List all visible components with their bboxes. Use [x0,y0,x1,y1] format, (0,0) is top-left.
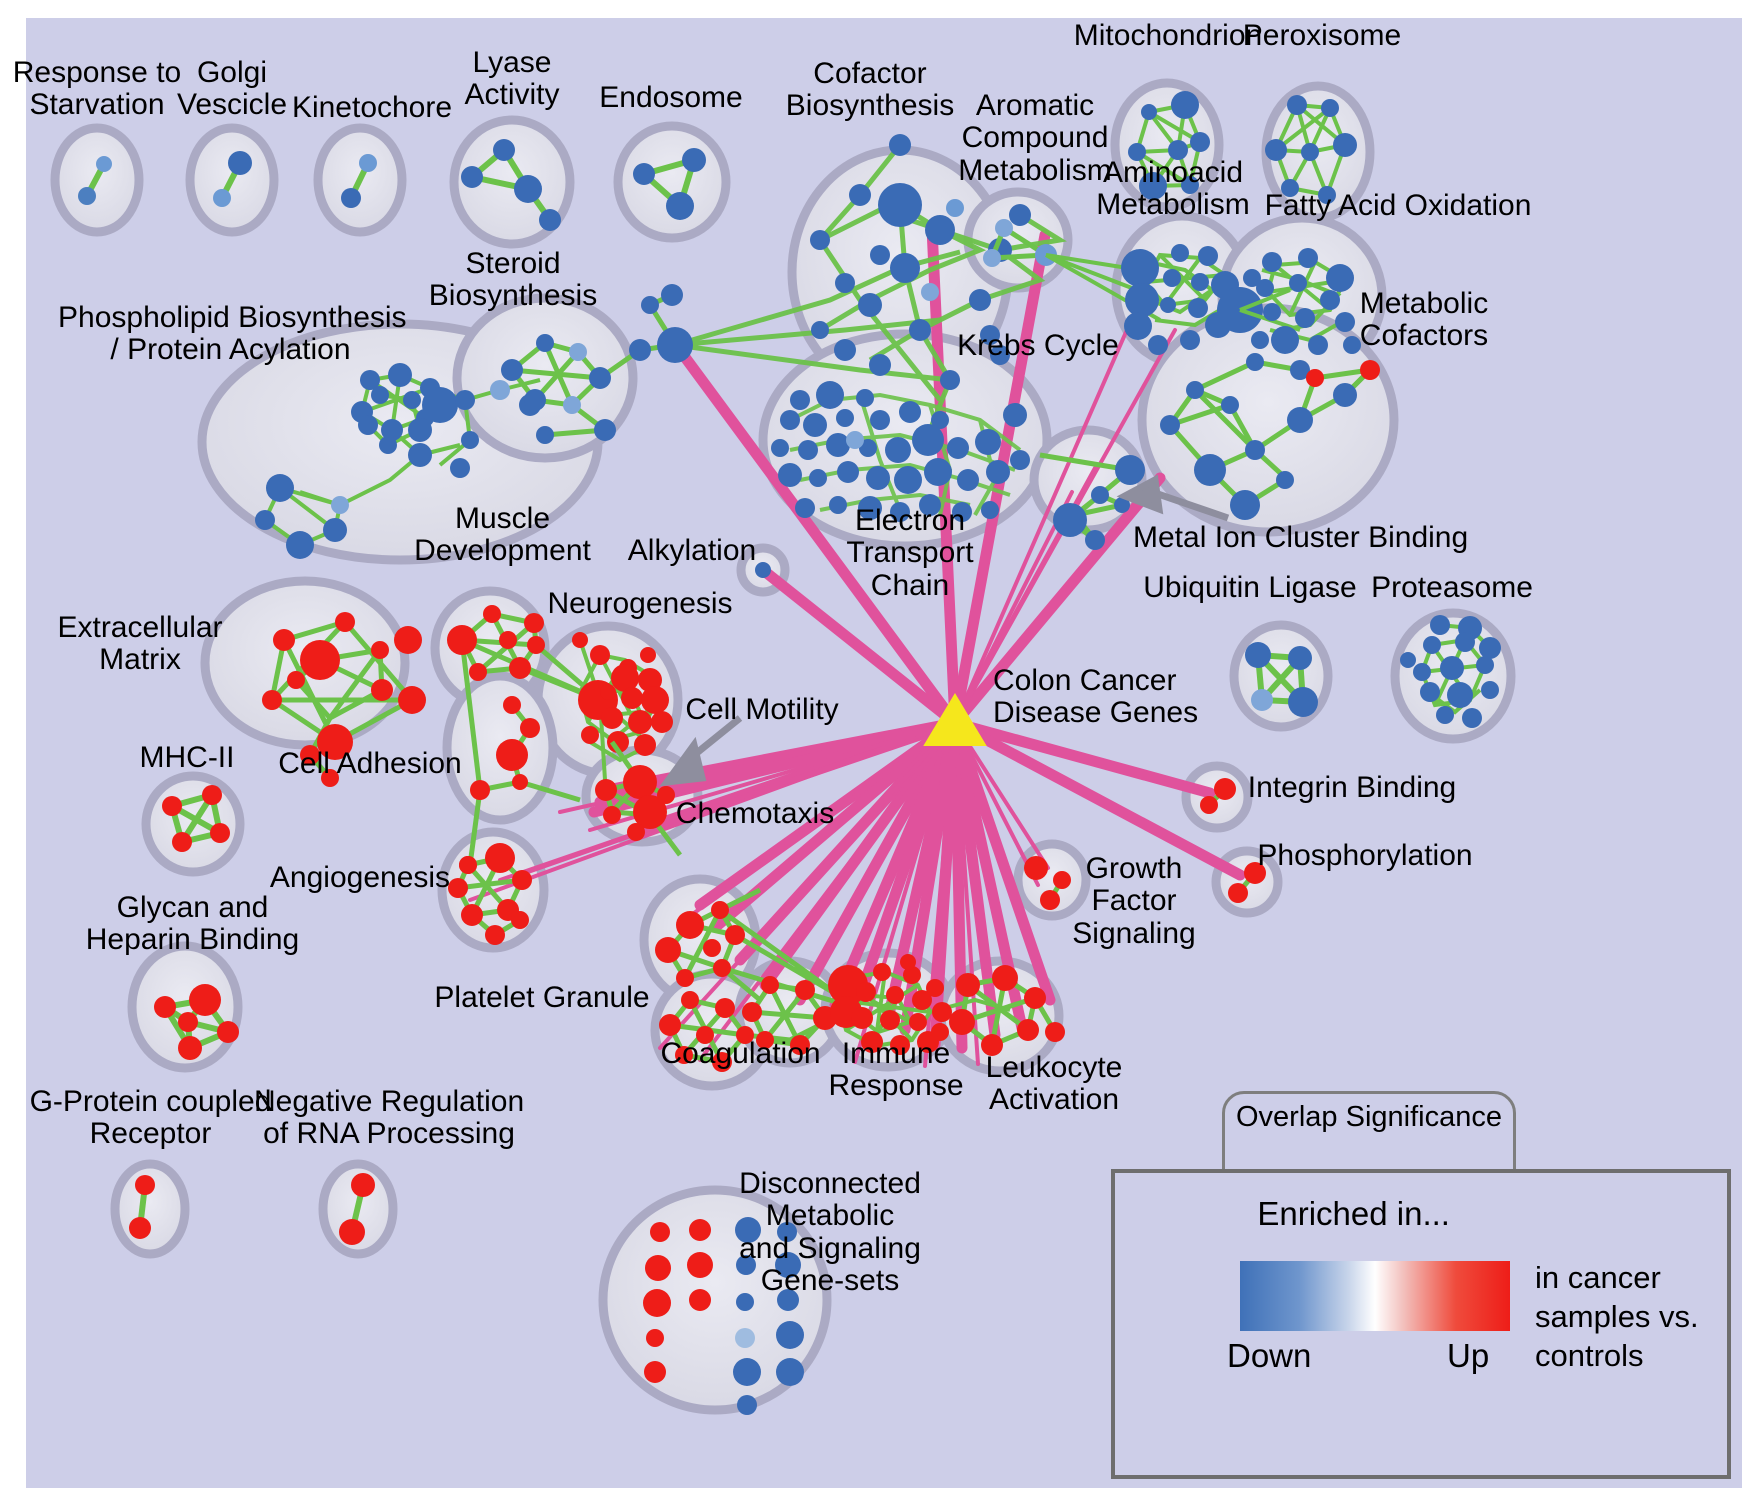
metal-ion-arrow [1116,474,1230,522]
legend-color-ramp [1240,1261,1510,1331]
glycan-nodes [154,984,239,1060]
neurogenesis-nodes [572,632,673,756]
halo-disconnected-gene-sets [598,1185,832,1415]
aminoacid-nodes [1121,244,1263,355]
cluster-gpcr-graph [129,1175,155,1239]
leukocyte-nodes [949,965,1065,1056]
halo-endosome [613,121,731,243]
alkylation-node [755,562,771,578]
chemotaxis-nodes [655,901,745,987]
cluster-ubiquitin-graph [1245,642,1318,717]
cluster-phosphorylation-graph [1228,862,1266,903]
legend-enriched-in: Enriched in... Down Up in cancer samples… [1111,1169,1731,1479]
cofactor-nodes [810,134,1031,390]
cluster-negreg-rna-graph [339,1173,375,1245]
muscle-nodes [447,605,545,681]
steroid-nodes [501,284,693,444]
cluster-growth-factor-graph [1024,856,1071,910]
legend-enriched-note: in cancer samples vs. controls [1535,1260,1699,1373]
colon-cancer-hub-triangle[interactable] [923,693,987,746]
cluster-disconnected-grid [643,1217,804,1415]
proteasome-nodes [1400,615,1501,728]
angiogenesis-nodes [448,843,532,945]
legend-ramp-high-label: Up [1447,1337,1490,1374]
legend-ramp-low-label: Down [1227,1337,1312,1374]
ecm-nodes [262,612,426,787]
fatty-acid-nodes [1243,248,1361,355]
platelet-nodes [659,991,754,1072]
cluster-metal-ion-graph [1039,452,1145,550]
cluster-mitochondrion-graph [1128,91,1210,200]
cell-motility-arrow [659,715,743,787]
legend-enriched-title: Enriched in... [1257,1195,1450,1232]
small-cluster-graphs [78,139,706,231]
legend-overlap-title: Overlap Significance [1236,1101,1502,1133]
cluster-mhcii-graph [162,785,230,852]
phospholipid-nodes [255,363,541,559]
cluster-integrin-graph [1200,778,1236,814]
halo-lyase-activity [449,115,575,249]
cell-motility-nodes [595,765,675,841]
cluster-peroxisome-graph [1265,95,1357,204]
annotation-arrows [659,474,1230,787]
cluster-aromatic-graph [983,219,1057,267]
electron-transport-chain-nodes [771,381,1030,522]
immune-nodes [828,954,952,1055]
cluster-metabolic-cofactors-graph [1160,353,1380,520]
